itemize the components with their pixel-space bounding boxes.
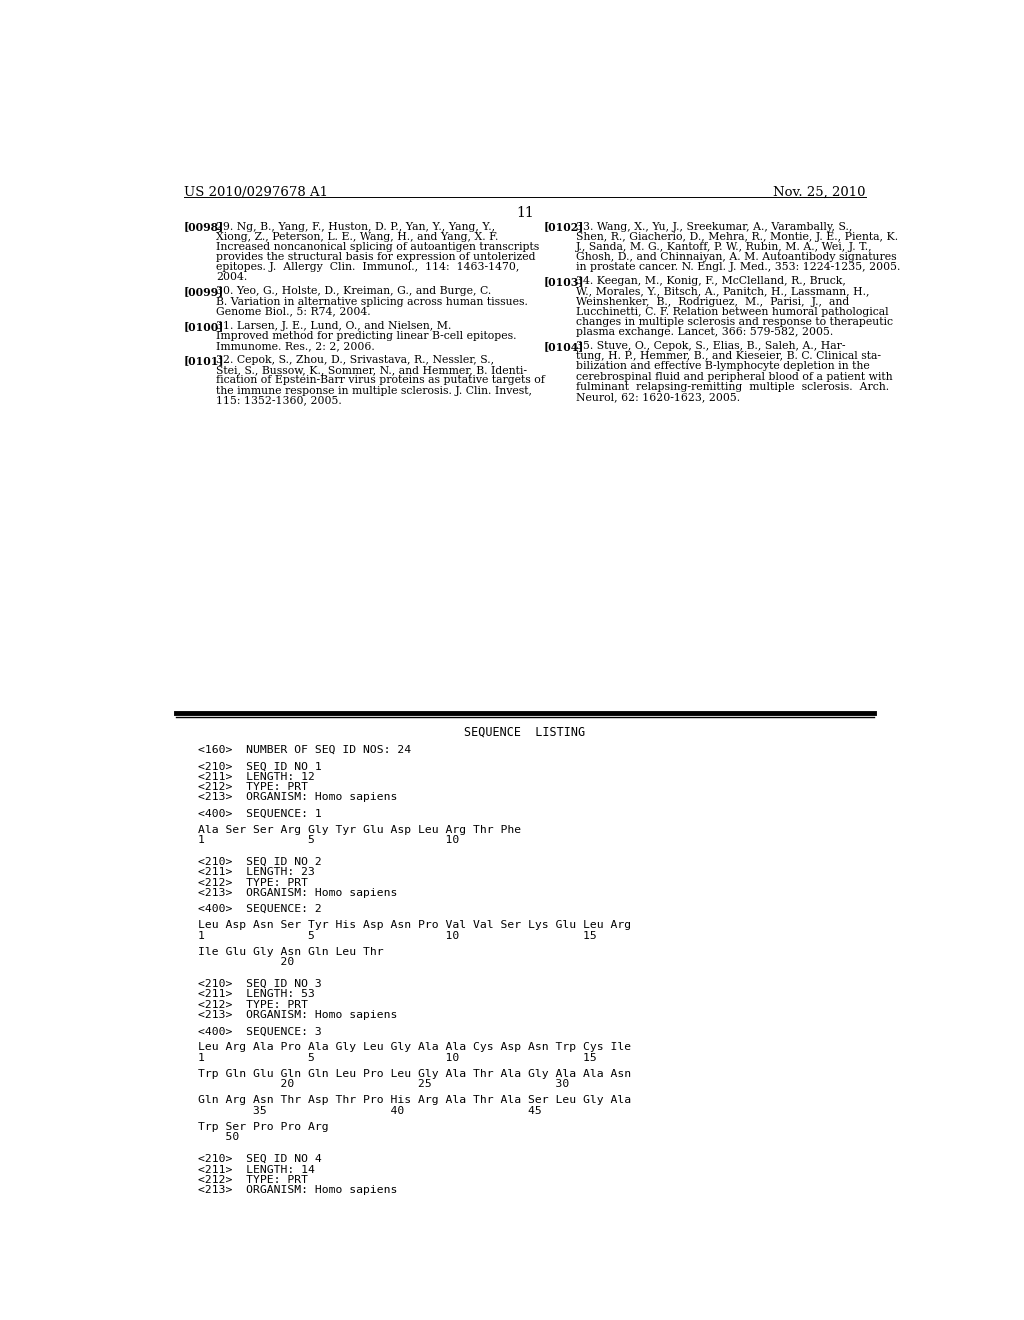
Text: 32. Cepok, S., Zhou, D., Srivastava, R., Nessler, S.,: 32. Cepok, S., Zhou, D., Srivastava, R.,… (216, 355, 495, 366)
Text: <400>  SEQUENCE: 1: <400> SEQUENCE: 1 (198, 809, 322, 818)
Text: epitopes. J.  Allergy  Clin.  Immunol.,  114:  1463-1470,: epitopes. J. Allergy Clin. Immunol., 114… (216, 263, 520, 272)
Text: 1               5                   10: 1 5 10 (198, 836, 459, 845)
Text: 31. Larsen, J. E., Lund, O., and Nielsen, M.: 31. Larsen, J. E., Lund, O., and Nielsen… (216, 321, 452, 331)
Text: bilization and effective B-lymphocyte depletion in the: bilization and effective B-lymphocyte de… (575, 362, 869, 371)
Text: tung, H. P., Hemmer, B., and Kieseier, B. C. Clinical sta-: tung, H. P., Hemmer, B., and Kieseier, B… (575, 351, 881, 362)
Text: [0102]: [0102] (544, 222, 584, 232)
Text: <212>  TYPE: PRT: <212> TYPE: PRT (198, 1175, 308, 1185)
Text: Xiong, Z., Peterson, L. E., Wang, H., and Yang, X. F.: Xiong, Z., Peterson, L. E., Wang, H., an… (216, 232, 499, 242)
Text: changes in multiple sclerosis and response to therapeutic: changes in multiple sclerosis and respon… (575, 317, 893, 327)
Text: Trp Ser Pro Pro Arg: Trp Ser Pro Pro Arg (198, 1122, 329, 1133)
Text: 35. Stuve, O., Cepok, S., Elias, B., Saleh, A., Har-: 35. Stuve, O., Cepok, S., Elias, B., Sal… (575, 341, 846, 351)
Text: [0104]: [0104] (544, 341, 584, 352)
Text: 30. Yeo, G., Holste, D., Kreiman, G., and Burge, C.: 30. Yeo, G., Holste, D., Kreiman, G., an… (216, 286, 492, 297)
Text: Leu Arg Ala Pro Ala Gly Leu Gly Ala Ala Cys Asp Asn Trp Cys Ile: Leu Arg Ala Pro Ala Gly Leu Gly Ala Ala … (198, 1043, 631, 1052)
Text: Shen, R., Giacherio, D., Mehra, R., Montie, J. E., Pienta, K.: Shen, R., Giacherio, D., Mehra, R., Mont… (575, 232, 898, 242)
Text: fulminant  relapsing-remitting  multiple  sclerosis.  Arch.: fulminant relapsing-remitting multiple s… (575, 381, 889, 392)
Text: <213>  ORGANISM: Homo sapiens: <213> ORGANISM: Homo sapiens (198, 1185, 397, 1196)
Text: 20: 20 (198, 957, 294, 968)
Text: W., Morales, Y., Bitsch, A., Panitch, H., Lassmann, H.,: W., Morales, Y., Bitsch, A., Panitch, H.… (575, 286, 869, 297)
Text: [0099]: [0099] (183, 286, 224, 297)
Text: Ile Glu Gly Asn Gln Leu Thr: Ile Glu Gly Asn Gln Leu Thr (198, 946, 383, 957)
Text: Ala Ser Ser Arg Gly Tyr Glu Asp Leu Arg Thr Phe: Ala Ser Ser Arg Gly Tyr Glu Asp Leu Arg … (198, 825, 521, 834)
Text: <211>  LENGTH: 23: <211> LENGTH: 23 (198, 867, 314, 878)
Text: Increased noncanonical splicing of autoantigen transcripts: Increased noncanonical splicing of autoa… (216, 242, 540, 252)
Text: 1               5                   10                  15: 1 5 10 15 (198, 1053, 597, 1063)
Text: Improved method for predicting linear B-cell epitopes.: Improved method for predicting linear B-… (216, 331, 517, 341)
Text: <212>  TYPE: PRT: <212> TYPE: PRT (198, 999, 308, 1010)
Text: 2004.: 2004. (216, 272, 248, 282)
Text: <213>  ORGANISM: Homo sapiens: <213> ORGANISM: Homo sapiens (198, 888, 397, 898)
Text: <210>  SEQ ID NO 4: <210> SEQ ID NO 4 (198, 1154, 322, 1164)
Text: <212>  TYPE: PRT: <212> TYPE: PRT (198, 781, 308, 792)
Text: <160>  NUMBER OF SEQ ID NOS: 24: <160> NUMBER OF SEQ ID NOS: 24 (198, 744, 411, 755)
Text: J., Sanda, M. G., Kantoff, P. W., Rubin, M. A., Wei, J. T.,: J., Sanda, M. G., Kantoff, P. W., Rubin,… (575, 242, 872, 252)
Text: 11: 11 (516, 206, 534, 220)
Text: B. Variation in alternative splicing across human tissues.: B. Variation in alternative splicing acr… (216, 297, 528, 306)
Text: 50: 50 (198, 1133, 239, 1142)
Text: Immunome. Res., 2: 2, 2006.: Immunome. Res., 2: 2, 2006. (216, 341, 375, 351)
Text: in prostate cancer. N. Engl. J. Med., 353: 1224-1235, 2005.: in prostate cancer. N. Engl. J. Med., 35… (575, 263, 900, 272)
Text: <211>  LENGTH: 53: <211> LENGTH: 53 (198, 990, 314, 999)
Text: 34. Keegan, M., Konig, F., McClelland, R., Bruck,: 34. Keegan, M., Konig, F., McClelland, R… (575, 276, 846, 286)
Text: 29. Ng, B., Yang, F., Huston, D. P., Yan, Y., Yang, Y.,: 29. Ng, B., Yang, F., Huston, D. P., Yan… (216, 222, 496, 231)
Text: Genome Biol., 5: R74, 2004.: Genome Biol., 5: R74, 2004. (216, 306, 371, 317)
Text: Lucchinetti, C. F. Relation between humoral pathological: Lucchinetti, C. F. Relation between humo… (575, 306, 889, 317)
Text: <213>  ORGANISM: Homo sapiens: <213> ORGANISM: Homo sapiens (198, 792, 397, 803)
Text: US 2010/0297678 A1: US 2010/0297678 A1 (183, 186, 328, 199)
Text: [0103]: [0103] (544, 276, 584, 288)
Text: Leu Asp Asn Ser Tyr His Asp Asn Pro Val Val Ser Lys Glu Leu Arg: Leu Asp Asn Ser Tyr His Asp Asn Pro Val … (198, 920, 631, 931)
Text: <400>  SEQUENCE: 3: <400> SEQUENCE: 3 (198, 1027, 322, 1036)
Text: Weinshenker,  B.,  Rodriguez,  M.,  Parisi,  J.,  and: Weinshenker, B., Rodriguez, M., Parisi, … (575, 297, 849, 306)
Text: plasma exchange. Lancet, 366: 579-582, 2005.: plasma exchange. Lancet, 366: 579-582, 2… (575, 327, 834, 337)
Text: [0101]: [0101] (183, 355, 224, 366)
Text: Trp Gln Glu Gln Gln Leu Pro Leu Gly Ala Thr Ala Gly Ala Ala Asn: Trp Gln Glu Gln Gln Leu Pro Leu Gly Ala … (198, 1069, 631, 1078)
Text: 35                  40                  45: 35 40 45 (198, 1106, 542, 1115)
Text: SEQUENCE  LISTING: SEQUENCE LISTING (464, 725, 586, 738)
Text: cerebrospinal fluid and peripheral blood of a patient with: cerebrospinal fluid and peripheral blood… (575, 371, 893, 381)
Text: [0100]: [0100] (183, 321, 224, 331)
Text: Gln Arg Asn Thr Asp Thr Pro His Arg Ala Thr Ala Ser Leu Gly Ala: Gln Arg Asn Thr Asp Thr Pro His Arg Ala … (198, 1096, 631, 1105)
Text: <210>  SEQ ID NO 2: <210> SEQ ID NO 2 (198, 857, 322, 867)
Text: <211>  LENGTH: 14: <211> LENGTH: 14 (198, 1164, 314, 1175)
Text: the immune response in multiple sclerosis. J. Clin. Invest,: the immune response in multiple sclerosi… (216, 385, 532, 396)
Text: <211>  LENGTH: 12: <211> LENGTH: 12 (198, 772, 314, 781)
Text: <210>  SEQ ID NO 3: <210> SEQ ID NO 3 (198, 979, 322, 989)
Text: 1               5                   10                  15: 1 5 10 15 (198, 931, 597, 941)
Text: Stei, S., Bussow, K., Sommer, N., and Hemmer, B. Identi-: Stei, S., Bussow, K., Sommer, N., and He… (216, 366, 527, 375)
Text: <213>  ORGANISM: Homo sapiens: <213> ORGANISM: Homo sapiens (198, 1010, 397, 1020)
Text: 20                  25                  30: 20 25 30 (198, 1080, 569, 1089)
Text: <212>  TYPE: PRT: <212> TYPE: PRT (198, 878, 308, 887)
Text: 115: 1352-1360, 2005.: 115: 1352-1360, 2005. (216, 396, 342, 405)
Text: Ghosh, D., and Chinnaiyan, A. M. Autoantibody signatures: Ghosh, D., and Chinnaiyan, A. M. Autoant… (575, 252, 897, 263)
Text: [0098]: [0098] (183, 222, 224, 232)
Text: <400>  SEQUENCE: 2: <400> SEQUENCE: 2 (198, 904, 322, 915)
Text: Nov. 25, 2010: Nov. 25, 2010 (773, 186, 866, 199)
Text: provides the structural basis for expression of untolerized: provides the structural basis for expres… (216, 252, 536, 263)
Text: <210>  SEQ ID NO 1: <210> SEQ ID NO 1 (198, 762, 322, 771)
Text: Neurol, 62: 1620-1623, 2005.: Neurol, 62: 1620-1623, 2005. (575, 392, 740, 401)
Text: fication of Epstein-Barr virus proteins as putative targets of: fication of Epstein-Barr virus proteins … (216, 375, 545, 385)
Text: 33. Wang, X., Yu, J., Sreekumar, A., Varambally, S.,: 33. Wang, X., Yu, J., Sreekumar, A., Var… (575, 222, 852, 231)
